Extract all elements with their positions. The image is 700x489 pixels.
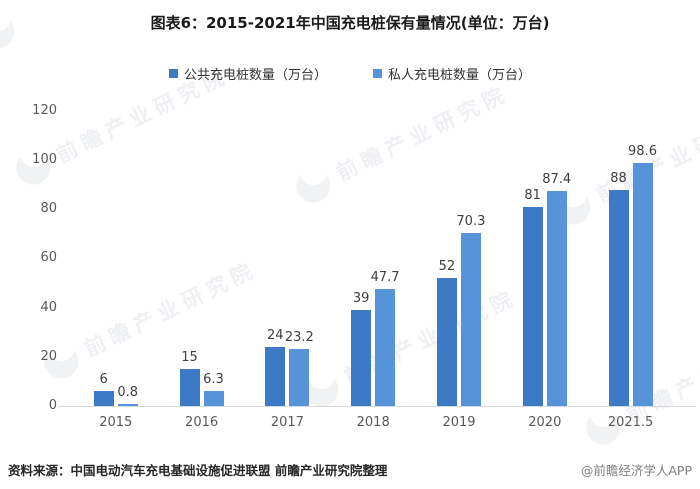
- bar-public: [93, 391, 114, 406]
- legend-label-public: 公共充电桩数量（万台）: [183, 68, 327, 83]
- x-tick-label: 2016: [185, 415, 219, 430]
- y-tick-label: 100: [32, 152, 57, 167]
- bar-value-label: 88: [610, 170, 627, 186]
- x-tick-label: 2018: [356, 415, 390, 430]
- y-tick-label: 60: [40, 250, 57, 266]
- legend-marker-public-icon: [168, 69, 178, 78]
- y-tick-label: 40: [40, 299, 57, 315]
- x-tick-label: 2020: [528, 415, 562, 430]
- y-tick-label: 20: [40, 348, 57, 364]
- x-axis-line: [58, 406, 696, 407]
- x-tick-label: 2015: [99, 415, 133, 430]
- legend-label-private: 私人充电桩数量（万台）: [388, 68, 532, 83]
- bar-private: [203, 390, 224, 406]
- app-handle: @前瞻经济学人APP: [580, 463, 692, 478]
- bar-public: [351, 310, 372, 406]
- x-tick-label: 2021.5: [607, 415, 654, 430]
- footer: 资料来源：中国电动汽车充电基础设施促进联盟 前瞻产业研究院整理 @前瞻经济学人A…: [0, 460, 700, 479]
- bar-value-label: 52: [438, 259, 456, 275]
- bar-value-label: 0.8: [117, 385, 139, 400]
- bar-private: [375, 288, 396, 406]
- bar-value-label: 15: [181, 350, 198, 366]
- chart-legend: 公共充电桩数量（万台） 私人充电桩数量（万台）: [0, 64, 700, 83]
- legend-item-public: 公共充电桩数量（万台）: [168, 64, 327, 83]
- bar-public: [522, 206, 543, 406]
- bar-private: [117, 404, 138, 406]
- bar-value-label: 24: [267, 327, 284, 343]
- bar-private: [632, 163, 653, 406]
- bar-value-label: 70.3: [456, 214, 486, 230]
- bar-public: [265, 346, 286, 406]
- bar-value-label: 81: [524, 187, 541, 203]
- bar-value-label: 47.7: [370, 269, 400, 285]
- bar-public: [179, 369, 200, 406]
- bar-value-label: 6.3: [203, 371, 224, 387]
- source-text: 资料来源：中国电动汽车充电基础设施促进联盟 前瞻产业研究院整理: [8, 463, 388, 478]
- x-tick-label: 2017: [270, 415, 304, 430]
- legend-item-private: 私人充电桩数量（万台）: [373, 64, 531, 83]
- chart-title: 图表6：2015-2021年中国充电桩保有量情况(单位：万台): [150, 14, 550, 32]
- bar-private: [546, 190, 567, 406]
- x-tick-label: 2019: [442, 415, 476, 430]
- y-tick-label: 0: [48, 398, 57, 413]
- bar-value-label: 39: [352, 291, 370, 307]
- bar-private: [289, 348, 310, 406]
- bar-value-label: 6: [99, 372, 108, 388]
- bar-public: [436, 278, 457, 406]
- bar-private: [460, 233, 481, 406]
- bar-value-label: 23.2: [284, 329, 314, 345]
- y-tick-label: 80: [40, 201, 57, 217]
- bar-value-label: 87.4: [542, 171, 572, 187]
- legend-marker-private-icon: [373, 69, 382, 78]
- y-tick-label: 120: [32, 102, 57, 118]
- bar-public: [608, 189, 629, 406]
- bar-value-label: 98.6: [628, 144, 657, 160]
